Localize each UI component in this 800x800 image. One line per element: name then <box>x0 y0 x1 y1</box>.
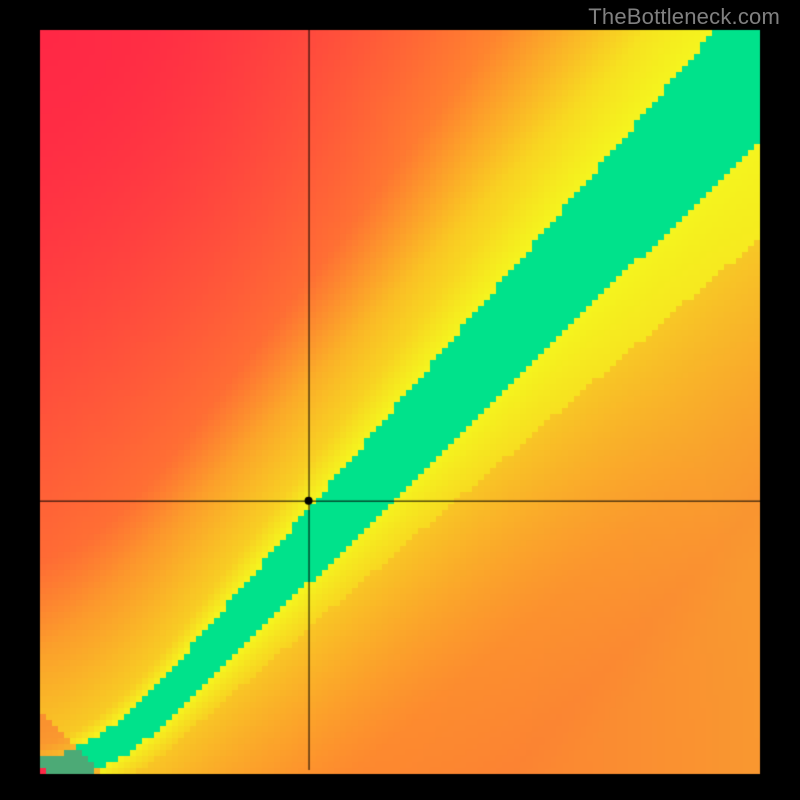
watermark-text: TheBottleneck.com <box>588 4 780 30</box>
bottleneck-heatmap <box>0 0 800 800</box>
